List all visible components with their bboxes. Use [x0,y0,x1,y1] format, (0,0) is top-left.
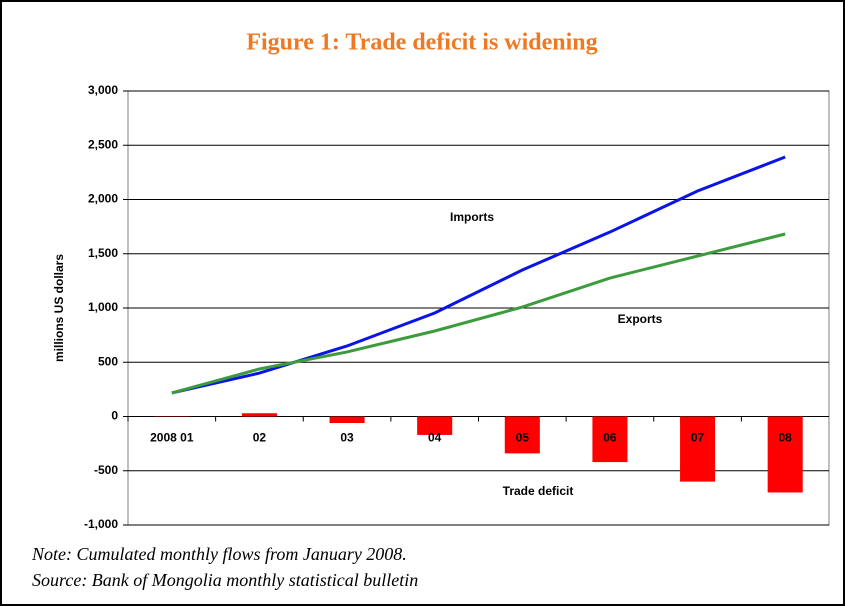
line [171,155,786,395]
bar [417,416,453,435]
x-tick-label: 08 [779,431,793,445]
y-tick-label: 2,500 [88,137,118,151]
y-axis-label: millions US dollars [52,254,66,362]
y-tick-label: 0 [111,409,118,423]
bar [241,413,277,417]
x-tick-label: 05 [516,431,530,445]
line [171,232,786,395]
x-tick-label: 07 [691,431,705,445]
source: Source: Bank of Mongolia monthly statist… [32,570,418,590]
bar [767,416,803,493]
series-label: Exports [618,312,663,326]
y-tick-label: 1,500 [88,246,118,260]
y-tick-label: 1,000 [88,300,118,314]
x-tick-label: 04 [428,431,442,445]
bar [329,416,365,424]
y-tick-label: -500 [94,463,118,477]
bar [680,416,716,482]
series-label: Trade deficit [503,484,574,498]
bar [504,416,540,454]
y-tick-label: 500 [98,354,118,368]
x-tick-label: 02 [253,431,267,445]
x-tick-label: 2008 01 [150,431,194,445]
chart-title: Figure 1: Trade deficit is widening [246,30,597,56]
x-tick-label: 06 [603,431,617,445]
series-label: Imports [450,210,494,224]
y-tick-label: -1,000 [84,517,118,531]
x-tick-label: 03 [340,431,354,445]
note: Note: Cumulated monthly flows from Janua… [31,544,407,564]
bar [592,416,628,463]
y-tick-label: 3,000 [88,83,118,97]
y-tick-label: 2,000 [88,192,118,206]
